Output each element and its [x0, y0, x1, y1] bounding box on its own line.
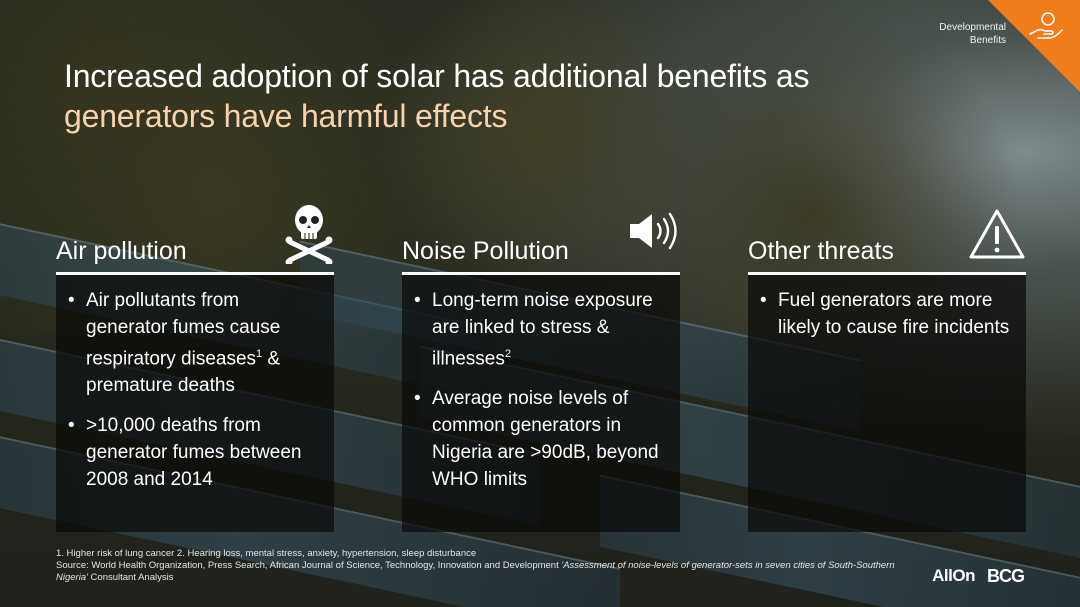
list-item: >10,000 deaths from generator fumes betw… — [68, 412, 324, 493]
section-tag: Developmental Benefits — [939, 22, 1006, 46]
speaker-loud-icon — [630, 212, 677, 250]
bcg-logo: BCG — [987, 565, 1025, 586]
skull-crossbones-icon — [285, 205, 333, 264]
column-heading: Other threats — [748, 237, 894, 265]
list-item: Long-term noise exposure are linked to s… — [414, 287, 670, 372]
warning-triangle-icon — [969, 209, 1025, 259]
column-body: Air pollutants from generator fumes caus… — [56, 275, 334, 532]
column-heading: Noise Pollution — [402, 237, 569, 265]
column-air-pollution: Air pollution Air pollutants from genera… — [56, 192, 334, 532]
column-heading: Air pollution — [56, 237, 187, 265]
column-noise-pollution: Noise Pollution Long-term noise exposure… — [402, 192, 680, 532]
column-other-threats: Other threats Fuel generators are more l… — [748, 192, 1026, 532]
column-body: Long-term noise exposure are linked to s… — [402, 275, 680, 532]
list-item: Average noise levels of common generator… — [414, 385, 670, 493]
section-corner-tab — [988, 0, 1080, 92]
list-item: Air pollutants from generator fumes caus… — [68, 287, 324, 399]
column-body: Fuel generators are more likely to cause… — [748, 275, 1026, 532]
footnote: 1. Higher risk of lung cancer 2. Hearing… — [56, 548, 895, 583]
slide-title: Increased adoption of solar has addition… — [64, 58, 810, 134]
logos: AllOn BCG — [932, 564, 1025, 588]
list-item: Fuel generators are more likely to cause… — [760, 287, 1016, 341]
hand-holding-money-icon — [1029, 12, 1063, 39]
allon-logo: AllOn — [932, 566, 975, 585]
